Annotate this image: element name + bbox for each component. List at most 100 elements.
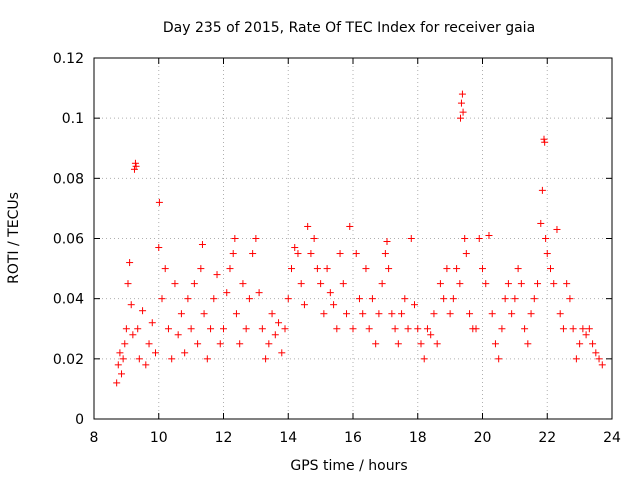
y-tick-label: 0 [75, 412, 84, 428]
data-point [164, 325, 172, 333]
data-point [556, 310, 564, 318]
y-tick-label: 0.1 [62, 111, 84, 127]
data-point [372, 340, 380, 348]
data-point [242, 325, 250, 333]
data-point [268, 310, 276, 318]
y-axis-label: ROTI / TECUs [6, 192, 22, 284]
y-tick-label: 0.08 [53, 171, 84, 187]
data-point [194, 340, 202, 348]
data-point [495, 355, 503, 363]
data-point [368, 295, 376, 303]
data-point [543, 250, 551, 258]
data-point [346, 222, 354, 230]
data-point [472, 325, 480, 333]
data-point [198, 241, 206, 249]
grid [94, 58, 612, 419]
data-point [145, 340, 153, 348]
data-point [394, 340, 402, 348]
data-point [121, 340, 129, 348]
data-point [540, 135, 548, 143]
data-point [252, 235, 260, 242]
axis-ticks: 8 10 12 14 16 18 20 22 24 0 0.02 0.04 0.06 0.08 0.1 0.1… [53, 51, 621, 446]
data-point [326, 289, 334, 297]
data-point [349, 325, 357, 333]
data-point [579, 325, 587, 333]
data-point [569, 325, 577, 333]
data-point [576, 340, 584, 348]
data-point [200, 310, 208, 318]
data-point [278, 349, 286, 357]
data-point [453, 265, 461, 273]
data-point [187, 325, 195, 333]
data-point [527, 310, 535, 318]
data-point [122, 325, 130, 333]
data-point [485, 231, 493, 239]
data-point [231, 235, 239, 242]
x-tick-label: 12 [215, 430, 233, 446]
data-point [457, 99, 465, 107]
data-point [530, 295, 538, 303]
data-point [152, 349, 160, 357]
data-point [116, 349, 124, 357]
data-point [287, 265, 295, 273]
data-points [113, 90, 606, 387]
data-point [126, 259, 134, 267]
data-point [436, 280, 444, 288]
data-point [352, 250, 360, 258]
data-point [220, 325, 227, 333]
data-point [388, 310, 396, 318]
data-point [297, 280, 305, 288]
data-point [190, 280, 198, 288]
data-point [177, 310, 185, 318]
data-point [114, 361, 122, 369]
data-point [589, 340, 597, 348]
data-point [232, 310, 240, 318]
data-point [482, 280, 490, 288]
data-point [514, 265, 522, 273]
data-point [521, 325, 529, 333]
data-point [508, 310, 516, 318]
data-point [229, 250, 237, 258]
data-point [130, 165, 138, 173]
data-point [407, 235, 415, 242]
x-tick-label: 14 [279, 430, 297, 446]
chart-title: Day 235 of 2015, Rate Of TEC Index for r… [163, 20, 535, 36]
data-point [139, 307, 147, 315]
data-point [375, 310, 383, 318]
x-tick-label: 10 [150, 430, 168, 446]
data-point [119, 355, 127, 363]
data-point [459, 108, 467, 116]
x-axis-label: GPS time / hours [290, 458, 407, 474]
data-point [323, 265, 331, 273]
data-point [423, 325, 431, 333]
data-point [213, 271, 221, 279]
data-point [142, 361, 150, 369]
data-point [262, 355, 270, 363]
data-point [330, 301, 338, 309]
data-point [504, 280, 512, 288]
data-point [281, 325, 289, 333]
data-point [333, 325, 341, 333]
data-point [559, 325, 567, 333]
data-point [550, 280, 558, 288]
data-point [391, 325, 399, 333]
data-point [300, 301, 308, 309]
data-point [161, 265, 169, 273]
y-tick-label: 0.06 [53, 232, 84, 248]
x-tick-label: 18 [409, 430, 427, 446]
data-point [310, 235, 318, 242]
data-point [124, 280, 132, 288]
data-point [534, 280, 542, 288]
data-point [294, 250, 302, 258]
data-point [479, 265, 486, 273]
data-point [440, 295, 448, 303]
data-point [155, 244, 163, 252]
data-point [181, 349, 189, 357]
data-point [572, 355, 580, 363]
data-point [131, 159, 139, 167]
data-point [585, 325, 593, 333]
data-point [339, 280, 347, 288]
data-point [271, 331, 279, 339]
data-point [538, 186, 546, 194]
data-point [456, 114, 464, 122]
